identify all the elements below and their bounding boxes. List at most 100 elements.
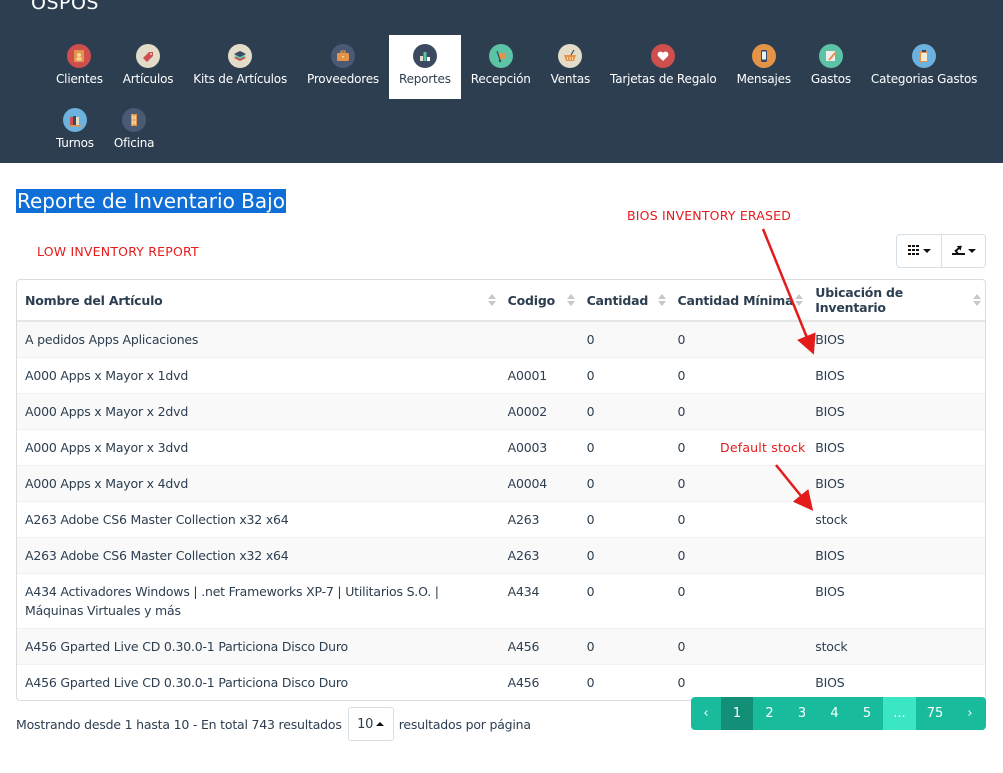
mobile-phone-icon	[751, 44, 776, 68]
cell-name: A000 Apps x Mayor x 4dvd	[17, 465, 500, 502]
column-header-ubicacion[interactable]: Ubicación de Inventario	[807, 280, 985, 322]
nav-item-proveedores[interactable]: Proveedores	[297, 35, 389, 99]
nav-item-articulos[interactable]: Artículos	[113, 35, 184, 99]
table-row[interactable]: A000 Apps x Mayor x 3dvd A0003 0 0 BIOS	[17, 429, 985, 466]
nav-item-tarjetas-regalo[interactable]: Tarjetas de Regalo	[600, 35, 727, 99]
pagination-ellipsis: ...	[883, 697, 916, 730]
hand-truck-icon	[488, 44, 513, 68]
page-size-dropdown[interactable]: 10	[347, 707, 394, 741]
cell-qty: 0	[578, 537, 670, 574]
sort-icon	[657, 294, 666, 308]
clipboard-icon	[912, 44, 937, 68]
cell-location: BIOS	[815, 368, 845, 383]
books-icon	[62, 108, 87, 132]
cell-name: A000 Apps x Mayor x 1dvd	[25, 368, 189, 383]
nav-item-gastos[interactable]: Gastos	[801, 35, 861, 99]
nav-item-mensajes[interactable]: Mensajes	[727, 35, 801, 99]
cell-name: A456 Gparted Live CD 0.30.0-1 Particiona…	[17, 628, 500, 665]
pagination-page-2[interactable]: 2	[753, 697, 786, 730]
table-row[interactable]: A000 Apps x Mayor x 1dvd A0001 0 0 BIOS	[17, 357, 985, 394]
column-header-codigo[interactable]: Codigo	[499, 280, 579, 322]
column-header-cantidad[interactable]: Cantidad	[578, 280, 670, 322]
address-book-icon	[67, 44, 92, 68]
cell-location: BIOS	[815, 584, 845, 599]
cell-location: BIOS	[815, 440, 845, 455]
column-header-cantidad-minima[interactable]: Cantidad Mínima	[669, 280, 808, 322]
cell-code	[499, 321, 579, 358]
table-row[interactable]: A263 Adobe CS6 Master Collection x32 x64…	[17, 537, 985, 574]
annotation-low-inventory: LOW INVENTORY REPORT	[37, 244, 199, 259]
cell-code: A0003	[507, 440, 548, 455]
caret-down-icon	[922, 249, 931, 253]
bar-chart-icon	[412, 44, 437, 68]
table-row[interactable]: A434 Activadores Windows | .net Framewor…	[17, 573, 985, 629]
cell-name: A263 Adobe CS6 Master Collection x32 x64	[25, 512, 289, 527]
cell-qty: 0	[578, 465, 670, 502]
cell-qty: 0	[586, 512, 595, 527]
pagination-page-5[interactable]: 5	[851, 697, 883, 730]
nav-item-turnos[interactable]: Turnos	[46, 99, 104, 163]
cell-code: A0002	[499, 393, 579, 430]
cell-min-qty: 0	[669, 465, 808, 502]
cell-qty: 0	[578, 321, 670, 358]
pagination-prev[interactable]: ‹	[691, 697, 721, 730]
nav-item-oficina[interactable]: Oficina	[104, 99, 165, 163]
table-row[interactable]: A263 Adobe CS6 Master Collection x32 x64…	[17, 501, 985, 538]
cell-qty: 0	[586, 368, 595, 383]
export-icon	[951, 243, 965, 259]
columns-grid-icon	[907, 244, 920, 259]
price-tag-icon	[136, 44, 161, 68]
cell-code: A263	[507, 512, 540, 527]
cell-code: A0001	[507, 368, 548, 383]
pagination-page-75[interactable]: 75	[916, 697, 954, 730]
pagination-page-4[interactable]: 4	[818, 697, 851, 730]
sort-icon	[795, 294, 804, 308]
briefcase-icon	[330, 44, 355, 68]
cell-location: stock	[815, 512, 848, 527]
cell-min-qty: 0	[669, 537, 808, 574]
pagination-info: Mostrando desde 1 hasta 10 - En total 74…	[16, 707, 531, 741]
pagination-page-3[interactable]: 3	[786, 697, 818, 730]
cell-min-qty: 0	[677, 368, 686, 383]
annotation-bios-erased: BIOS INVENTORY ERASED	[627, 208, 792, 223]
table-row[interactable]: A pedidos Apps Aplicaciones 0 0 BIOS	[17, 321, 985, 358]
caret-down-icon	[967, 249, 976, 253]
nav-item-ventas[interactable]: Ventas	[541, 35, 600, 99]
table-row[interactable]: A456 Gparted Live CD 0.30.0-1 Particiona…	[17, 664, 985, 701]
sort-icon	[973, 294, 981, 308]
pagination: ‹ 1 2 3 4 5 ... 75 ›	[691, 697, 986, 730]
basket-icon	[558, 44, 583, 68]
cell-name: A000 Apps x Mayor x 2dvd	[17, 393, 500, 430]
table-row[interactable]: A000 Apps x Mayor x 4dvd A0004 0 0 BIOS	[17, 465, 985, 502]
cell-code: A0004	[499, 465, 579, 502]
cell-location: BIOS	[807, 321, 985, 358]
nav-item-kits-articulos[interactable]: Kits de Artículos	[183, 35, 297, 99]
main-nav: Clientes Artículos Kits de Artículos Pro…	[46, 35, 996, 163]
sort-icon	[487, 294, 496, 308]
cell-code: A263	[499, 537, 579, 574]
cell-location: stock	[807, 628, 985, 665]
cell-name: A456 Gparted Live CD 0.30.0-1 Particiona…	[25, 675, 348, 690]
table-row[interactable]: A456 Gparted Live CD 0.30.0-1 Particiona…	[17, 628, 985, 665]
nav-item-reportes[interactable]: Reportes	[388, 35, 461, 99]
brand-logo[interactable]: OSPOS	[31, 0, 99, 14]
cell-qty: 0	[578, 628, 670, 665]
nav-item-clientes[interactable]: Clientes	[46, 35, 113, 99]
pagination-next[interactable]: ›	[954, 697, 986, 730]
cell-code: A456	[499, 628, 579, 665]
pagination-page-1[interactable]: 1	[721, 697, 753, 730]
cell-qty: 0	[586, 584, 595, 599]
cell-qty: 0	[586, 675, 595, 690]
notepad-pencil-icon	[818, 44, 843, 68]
cell-location: BIOS	[815, 675, 845, 690]
cell-name: A pedidos Apps Aplicaciones	[17, 321, 500, 358]
column-header-nombre[interactable]: Nombre del Artículo	[17, 280, 500, 322]
export-button[interactable]	[941, 235, 985, 267]
columns-toggle-button[interactable]	[897, 235, 941, 267]
door-icon	[122, 108, 147, 132]
table-row[interactable]: A000 Apps x Mayor x 2dvd A0002 0 0 BIOS	[17, 393, 985, 430]
results-summary: Mostrando desde 1 hasta 10 - En total 74…	[16, 716, 342, 732]
table-toolbar	[896, 234, 986, 268]
nav-item-recepcion[interactable]: Recepción	[461, 35, 541, 99]
nav-item-categorias-gastos[interactable]: Categorias Gastos	[861, 35, 987, 99]
